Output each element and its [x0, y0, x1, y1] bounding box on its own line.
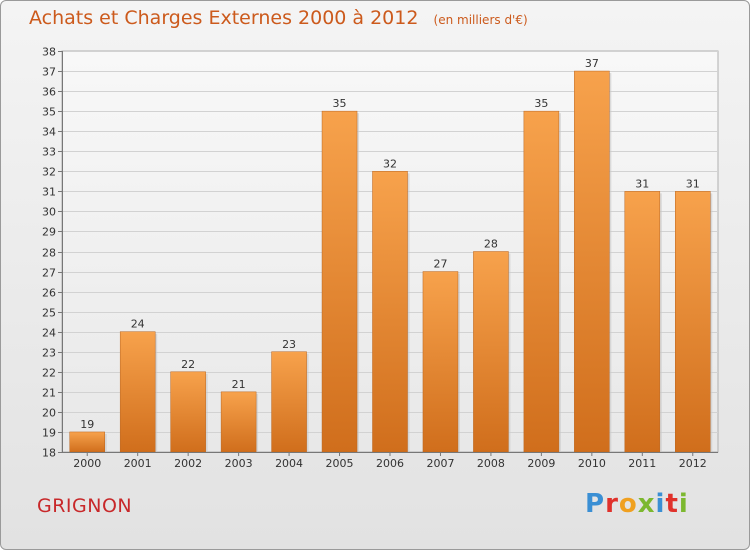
bar-value-label: 31	[686, 177, 700, 190]
bar	[220, 391, 257, 453]
bar	[422, 271, 459, 453]
y-tick-label: 25	[42, 307, 56, 320]
bar-value-label: 35	[534, 97, 548, 110]
x-tick-label: 2003	[225, 457, 253, 470]
bar-value-label: 27	[433, 258, 447, 271]
y-tick-label: 35	[42, 106, 56, 119]
logo-letter: i	[655, 489, 666, 519]
bar	[271, 351, 307, 453]
bar	[523, 110, 560, 453]
y-tick-label: 30	[42, 206, 56, 219]
y-tick-label: 21	[42, 387, 56, 400]
x-tick-label: 2001	[124, 457, 152, 470]
y-tick-label: 28	[42, 247, 56, 260]
bar-value-label: 19	[80, 418, 94, 431]
bar	[624, 191, 661, 453]
x-tick-label: 2012	[679, 457, 707, 470]
x-tick-label: 2000	[73, 457, 101, 470]
logo-letter: r	[605, 489, 619, 519]
x-tick-label: 2010	[578, 457, 606, 470]
bar	[69, 431, 105, 453]
bar-value-label: 28	[484, 238, 498, 251]
bar-value-label: 22	[181, 358, 195, 371]
y-tick-label: 38	[42, 46, 56, 59]
chart-title: Achats et Charges Externes 2000 à 2012	[29, 7, 419, 29]
bar-value-label: 35	[333, 97, 347, 110]
x-tick-label: 2004	[275, 457, 303, 470]
bar-value-label: 21	[232, 378, 246, 391]
x-tick-label: 2005	[326, 457, 354, 470]
bar-value-label: 24	[131, 318, 145, 331]
bar	[574, 70, 610, 453]
y-tick-label: 31	[42, 186, 56, 199]
x-tick-label: 2007	[426, 457, 454, 470]
bar-value-label: 23	[282, 338, 296, 351]
bar-value-label: 37	[585, 57, 599, 70]
x-tick-label: 2002	[174, 457, 202, 470]
logo-letter: x	[637, 489, 656, 519]
y-tick-label: 18	[42, 447, 56, 460]
y-tick-label: 24	[42, 327, 56, 340]
y-tick-label: 23	[42, 347, 56, 360]
y-tick-label: 36	[42, 86, 56, 99]
y-tick-label: 37	[42, 66, 56, 79]
logo-letter: i	[678, 489, 689, 519]
y-tick-label: 19	[42, 427, 56, 440]
bar-value-label: 32	[383, 157, 397, 170]
bar	[170, 371, 206, 453]
x-tick-label: 2011	[628, 457, 656, 470]
bar	[321, 110, 358, 453]
y-tick-label: 29	[42, 226, 56, 239]
x-tick-label: 2009	[527, 457, 555, 470]
bar	[372, 171, 408, 453]
y-tick-label: 22	[42, 367, 56, 380]
bar-value-label: 31	[635, 177, 649, 190]
bar	[473, 251, 509, 453]
logo-letter: P	[585, 489, 606, 519]
y-tick-label: 20	[42, 407, 56, 420]
logo-letter: o	[618, 489, 638, 519]
commune-name: GRIGNON	[37, 495, 133, 517]
x-tick-label: 2006	[376, 457, 404, 470]
chart-title-group: Achats et Charges Externes 2000 à 2012 (…	[29, 7, 528, 29]
bar	[675, 191, 711, 453]
logo-letter: t	[665, 489, 679, 519]
y-tick-label: 34	[42, 126, 56, 139]
y-tick-label: 27	[42, 267, 56, 280]
bar	[119, 331, 156, 453]
y-tick-label: 32	[42, 166, 56, 179]
y-tick-label: 33	[42, 146, 56, 159]
x-tick-label: 2008	[477, 457, 505, 470]
proxiti-logo: Proxiti	[585, 489, 689, 519]
chart-subtitle: (en milliers d'€)	[433, 13, 528, 27]
y-tick-label: 26	[42, 287, 56, 300]
